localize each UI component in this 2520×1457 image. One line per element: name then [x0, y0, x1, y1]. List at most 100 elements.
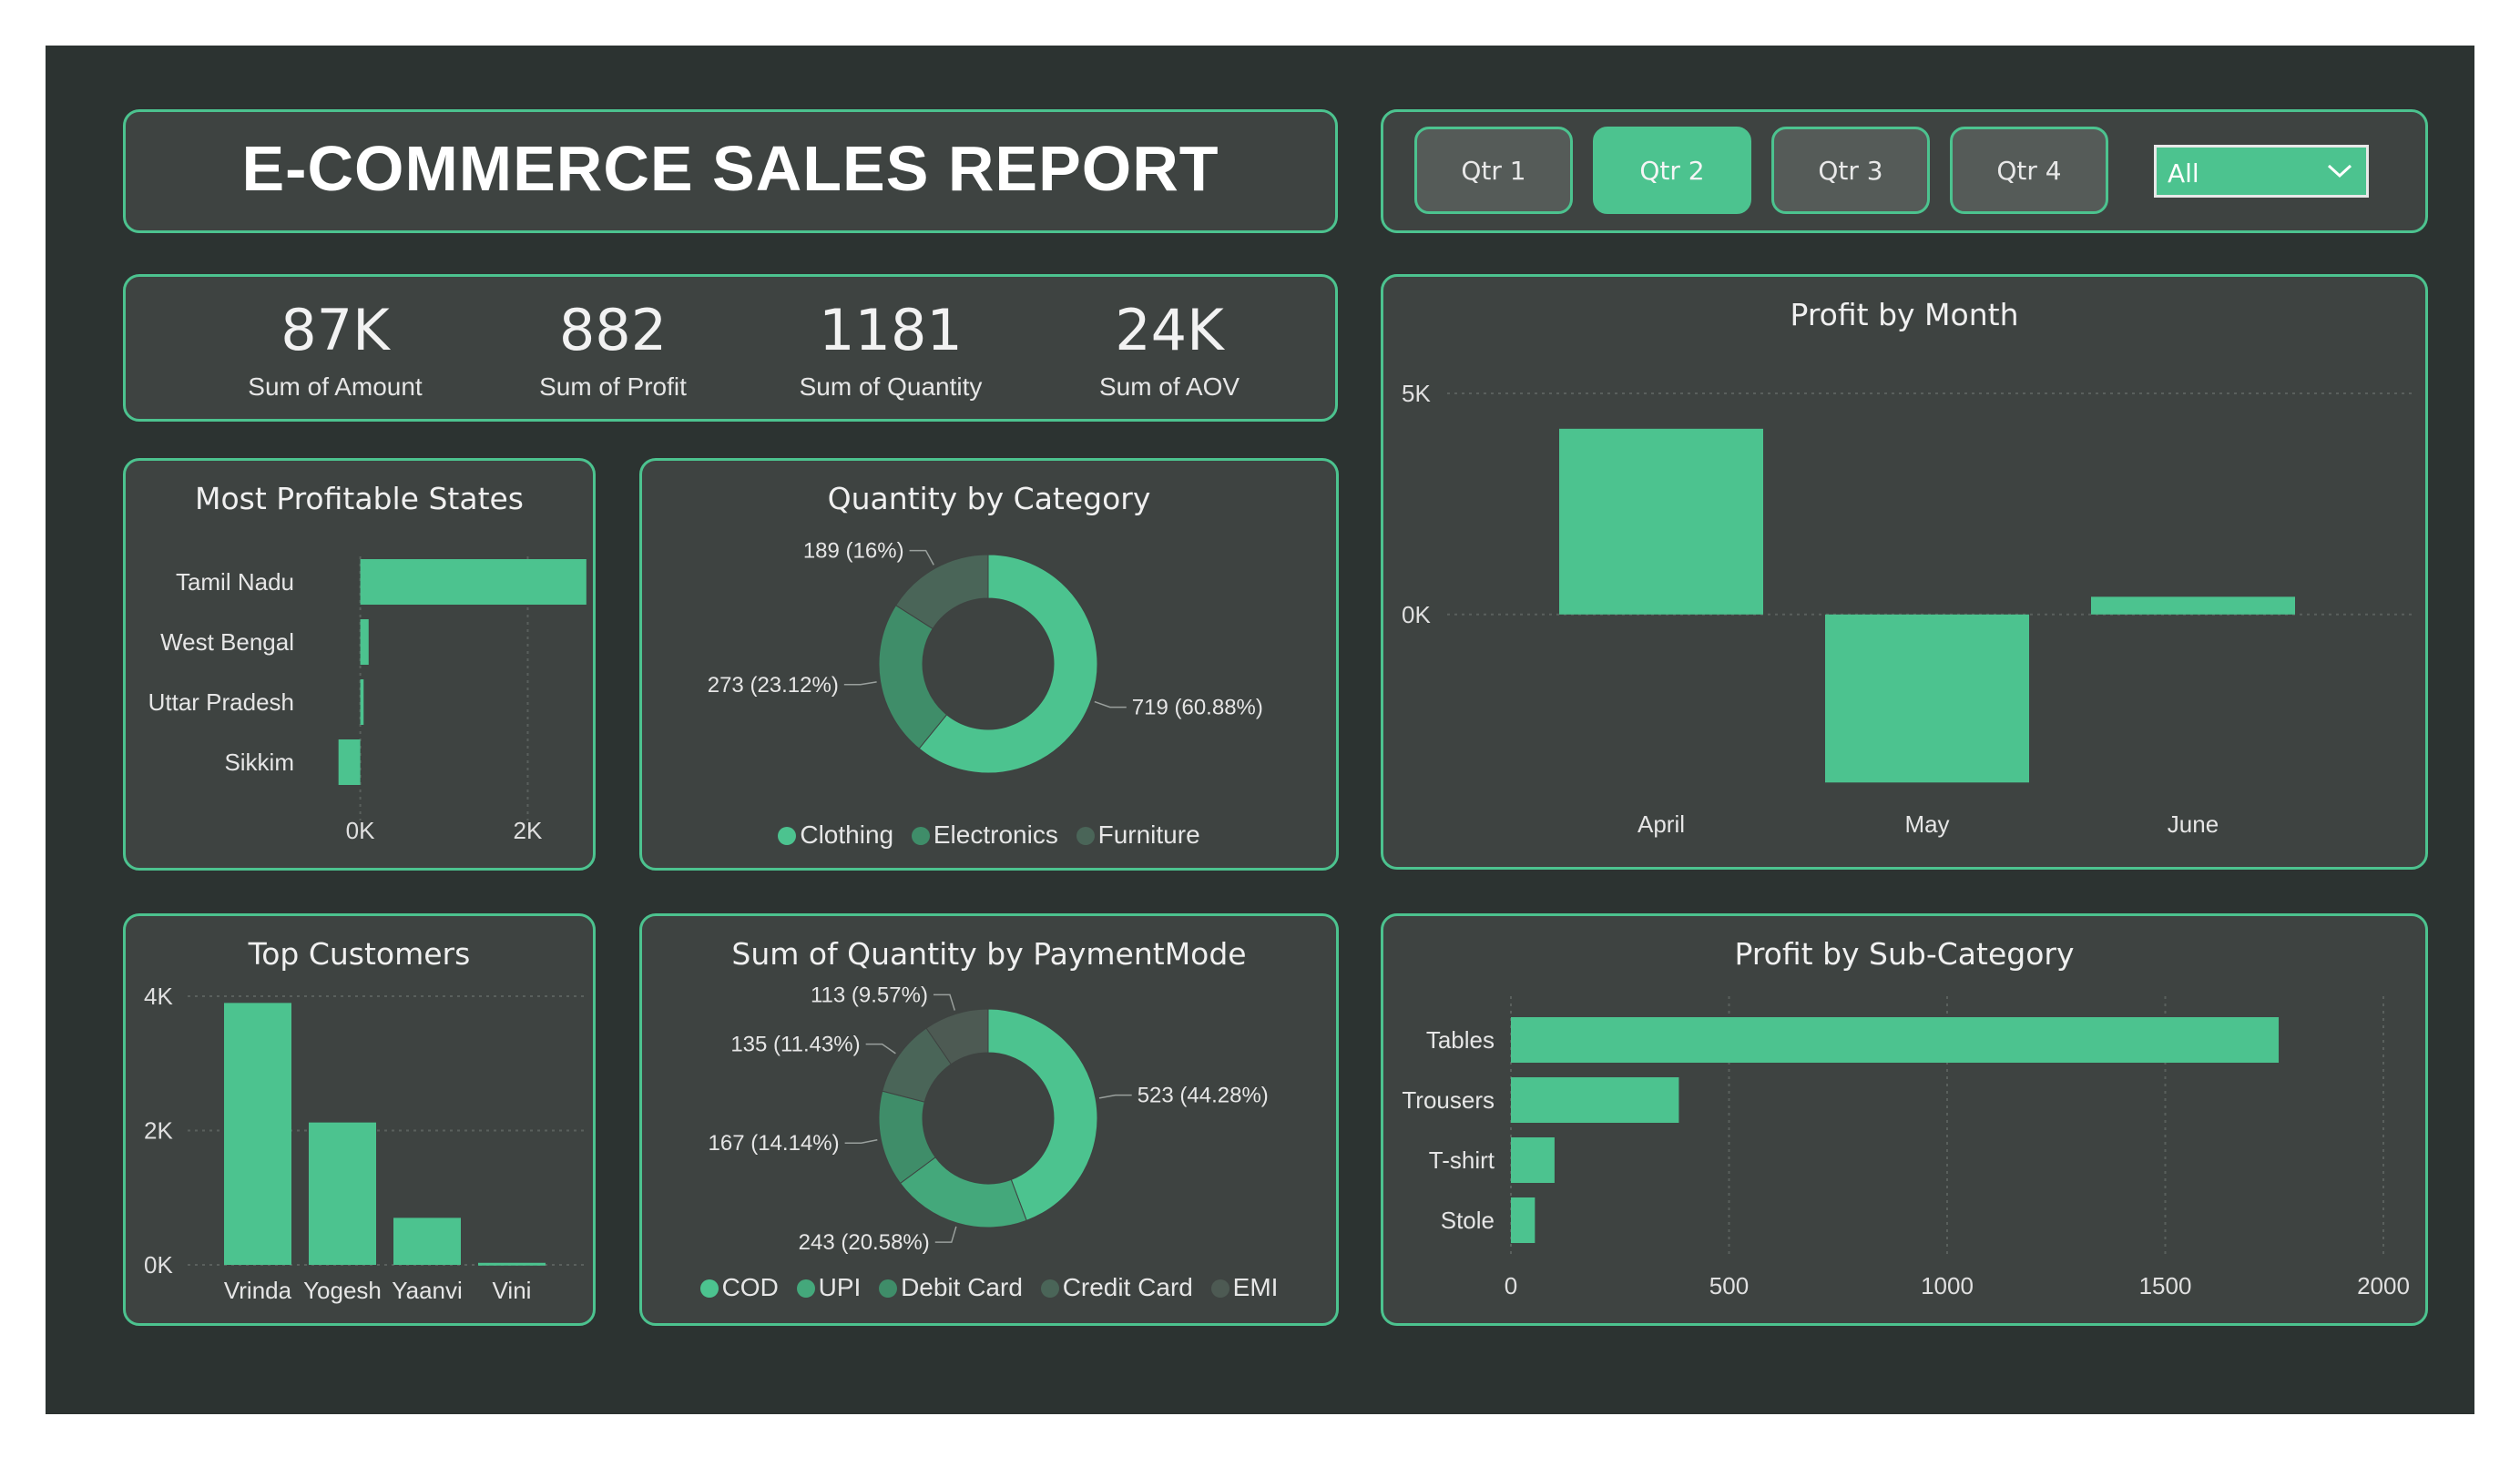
legend-label: Furniture	[1097, 820, 1200, 849]
leader-line	[933, 993, 956, 1011]
leader-line	[1098, 1094, 1132, 1099]
chart-title: Profit by Month	[1790, 297, 2019, 332]
legend-item: UPI	[796, 1273, 861, 1302]
category-label: Stole	[1441, 1207, 1495, 1234]
kpi-label: Sum of AOV	[1098, 372, 1240, 401]
category-label: June	[2168, 810, 2219, 838]
donut-slice	[925, 1008, 989, 1065]
kpi-label: Sum of Amount	[248, 372, 423, 401]
x-tick-label: 2K	[514, 817, 543, 844]
legend-dot	[911, 827, 930, 845]
x-tick-label: 1000	[1921, 1272, 1974, 1299]
bar	[360, 679, 364, 725]
states-chart-panel: Most Profitable States 0K 2K Tamil Nadu Wes…	[123, 458, 596, 871]
leader-line	[1094, 700, 1127, 708]
category-legend: Clothing Electronics Furniture	[642, 820, 1336, 850]
legend-dot	[1210, 1279, 1229, 1298]
bar	[393, 1218, 461, 1265]
bar	[224, 1003, 291, 1265]
chart-title: Sum of Quantity by PaymentMode	[731, 936, 1247, 972]
category-label: Vrinda	[224, 1277, 292, 1304]
x-tick-label: 500	[1709, 1272, 1749, 1299]
data-label: 243 (20.58%)	[799, 1230, 930, 1255]
report-title: E-COMMERCE SALES REPORT	[241, 133, 1219, 204]
bar	[2091, 596, 2295, 615]
category-label: Vini	[493, 1277, 532, 1304]
legend-label: COD	[721, 1273, 779, 1301]
legend-item: Clothing	[778, 820, 893, 850]
x-tick-label: 1500	[2139, 1272, 2192, 1299]
dropdown-value: All	[2168, 158, 2199, 188]
category-label: Tables	[1426, 1026, 1495, 1054]
legend-dot	[1040, 1279, 1059, 1298]
bar	[1559, 428, 1763, 615]
customers-chart: 4K 2K 0K Vrinda Yogesh Yaanvi Vini	[144, 983, 586, 1304]
legend-label: EMI	[1232, 1273, 1279, 1301]
legend-item: Credit Card	[1040, 1273, 1193, 1302]
kpi-value: 24K	[1115, 297, 1224, 363]
filter-panel: Qtr 1 Qtr 2 Qtr 3 Qtr 4 All	[1381, 109, 2428, 233]
data-label: 719 (60.88%)	[1132, 696, 1263, 720]
category-label: Sikkim	[224, 749, 294, 776]
states-chart: 0K 2K Tamil Nadu West Bengal Uttar Pradesh Si…	[148, 556, 587, 844]
category-label: Yaanvi	[392, 1277, 463, 1304]
legend-dot	[778, 827, 797, 845]
leader-line	[934, 1226, 957, 1243]
legend-item: Electronics	[911, 820, 1058, 850]
chevron-down-icon	[2327, 164, 2352, 178]
y-tick-label: 0K	[1402, 601, 1431, 628]
category-label: Yogesh	[303, 1277, 382, 1304]
qtr2-button[interactable]: Qtr 2	[1593, 127, 1751, 214]
kpi-value: 882	[558, 297, 668, 363]
subcat-chart: 0 500 1000 1500 2000 Tables Trousers T-shirt Sto…	[1402, 996, 2410, 1299]
data-label: 189 (16%)	[803, 539, 904, 564]
data-label: 523 (44.28%)	[1138, 1084, 1269, 1108]
customers-chart-panel: Top Customers 4K 2K 0K Vrinda Yogesh Yaanvi Vi…	[123, 913, 596, 1326]
legend-item: Furniture	[1076, 820, 1200, 850]
category-donut-chart: 719 (60.88%) 273 (23.12%) 189 (16%)	[708, 539, 1263, 774]
filter-dropdown[interactable]: All	[2154, 145, 2369, 198]
donut-slice	[878, 605, 948, 749]
qtr3-button[interactable]: Qtr 3	[1771, 127, 1930, 214]
legend-label: Debit Card	[901, 1273, 1023, 1301]
chart-title: Most Profitable States	[194, 481, 525, 516]
bar	[1511, 1137, 1555, 1183]
legend-dot	[796, 1279, 815, 1298]
qtr1-button[interactable]: Qtr 1	[1414, 127, 1573, 214]
qtr4-button[interactable]: Qtr 4	[1950, 127, 2108, 214]
kpi-value: 87K	[281, 297, 390, 363]
y-tick-label: 5K	[1402, 380, 1431, 407]
data-label: 135 (11.43%)	[730, 1033, 860, 1057]
payment-chart-panel: Sum of Quantity by PaymentMode 523 (44.2…	[639, 913, 1339, 1326]
legend-label: Clothing	[800, 820, 894, 849]
chart-title: Profit by Sub-Category	[1734, 936, 2075, 972]
y-tick-label: 2K	[144, 1117, 173, 1145]
legend-item: COD	[699, 1273, 779, 1302]
kpi-value: 1181	[819, 297, 963, 363]
chart-title: Quantity by Category	[827, 481, 1151, 516]
data-label: 167 (14.14%)	[709, 1131, 840, 1156]
leader-line	[843, 681, 877, 686]
donut-slice	[987, 1008, 1098, 1221]
kpi-label: Sum of Profit	[539, 372, 687, 401]
x-tick-label: 0K	[346, 817, 375, 844]
month-chart: 5K 0K April May June	[1402, 380, 2413, 838]
donut-slice	[918, 554, 1098, 774]
bar	[1511, 1017, 2280, 1063]
month-chart-panel: Profit by Month 5K 0K April May June	[1381, 274, 2428, 870]
legend-item: Debit Card	[879, 1273, 1023, 1302]
bar	[338, 739, 361, 785]
bar	[1825, 614, 2029, 783]
leader-line	[844, 1139, 878, 1144]
category-label: May	[1904, 810, 1949, 838]
category-label: Uttar Pradesh	[148, 688, 294, 716]
x-tick-label: 0	[1505, 1272, 1517, 1299]
category-label: West Bengal	[160, 628, 294, 656]
data-label: 273 (23.12%)	[708, 673, 839, 698]
category-label: April	[1637, 810, 1685, 838]
donut-slice	[894, 554, 989, 630]
y-tick-label: 0K	[144, 1251, 173, 1279]
bar	[360, 559, 587, 605]
bar	[478, 1262, 546, 1266]
data-label: 113 (9.57%)	[811, 983, 928, 1007]
